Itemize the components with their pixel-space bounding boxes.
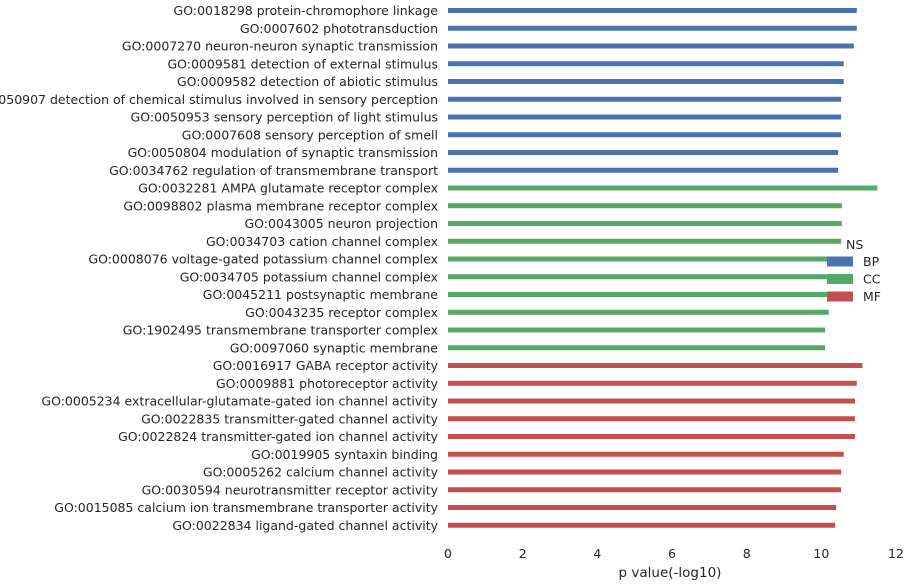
category-label: GO:1902495 transmembrane transporter com… (123, 323, 438, 338)
legend-label: CC (863, 272, 881, 287)
x-tick-label: 6 (668, 546, 676, 561)
bar (448, 487, 842, 493)
bar (448, 203, 842, 209)
category-label: GO:0015085 calcium ion transmembrane tra… (54, 500, 438, 515)
x-tick-label: 4 (593, 546, 601, 561)
bar (448, 292, 842, 297)
x-tick-label: 2 (519, 546, 527, 561)
category-labels: GO:0018298 protein-chromophore linkage GO… (0, 3, 439, 533)
category-label: GO:0016917 GABA receptor activity (213, 358, 439, 373)
bar (448, 238, 842, 244)
x-tick-label: 8 (743, 546, 751, 561)
legend-swatch (827, 291, 853, 302)
bar (448, 150, 839, 155)
category-label: GO:0008076 voltage-gated potassium chann… (88, 252, 438, 267)
category-label: GO:0032281 AMPA glutamate receptor compl… (138, 181, 438, 196)
x-tick-label: 0 (444, 546, 452, 561)
bar (448, 132, 842, 138)
bar (448, 221, 842, 226)
bar (448, 451, 844, 457)
category-label: GO:0050804 modulation of synaptic transm… (128, 145, 438, 160)
category-label: GO:0043235 receptor complex (245, 305, 438, 320)
bar (448, 96, 842, 102)
bar (448, 274, 842, 280)
category-label: GO:0043005 neuron projection (244, 216, 438, 231)
legend-label: BP (863, 254, 880, 269)
category-label: GO:0005262 calcium channel activity (203, 465, 439, 480)
category-label: GO:0034703 cation channel complex (206, 234, 438, 249)
bar (448, 380, 857, 386)
category-label: GO:0098802 plasma membrane receptor comp… (123, 198, 438, 213)
legend-label: MF (863, 289, 881, 304)
category-label: GO:0034705 potassium channel complex (180, 269, 438, 284)
legend-swatch (827, 274, 853, 284)
bar (448, 25, 857, 31)
bar (448, 345, 826, 351)
bar (448, 398, 855, 404)
bar (448, 8, 857, 13)
x-tick-label: 10 (813, 546, 829, 561)
bar (448, 416, 855, 422)
category-label: GO:0009881 photoreceptor activity (216, 376, 439, 391)
x-axis-title: p value(-log10) (619, 565, 722, 581)
category-label: GO:0097060 synaptic membrane (230, 340, 439, 355)
bars-group (448, 8, 878, 528)
category-label: GO:0050907 detection of chemical stimulu… (0, 92, 438, 107)
bar (448, 61, 844, 67)
category-label: GO:0019905 syntaxin binding (251, 447, 438, 462)
category-label: GO:0007602 phototransduction (240, 21, 438, 36)
category-label: GO:0050953 sensory perception of light s… (131, 110, 438, 125)
legend: NS BP CC MF (827, 237, 881, 304)
category-label: GO:0045211 postsynaptic membrane (203, 287, 439, 302)
category-label: GO:0009581 detection of external stimulu… (168, 56, 439, 71)
bar (448, 363, 863, 368)
bar (448, 167, 839, 173)
category-label: GO:0022824 transmitter-gated ion channel… (118, 429, 439, 444)
bar (448, 522, 836, 528)
x-axis-ticks: 0 2 4 6 8 10 12 (444, 546, 904, 561)
bar (448, 256, 842, 262)
category-label: GO:0018298 protein-chromophore linkage (174, 3, 439, 18)
legend-title: NS (846, 237, 863, 252)
bar (448, 327, 826, 333)
category-label: GO:0030594 neurotransmitter receptor act… (142, 482, 439, 497)
bar (448, 434, 855, 439)
bar (448, 185, 878, 191)
bar (448, 114, 842, 120)
bar (448, 505, 837, 510)
legend-swatch (827, 256, 853, 267)
x-tick-label: 12 (888, 546, 904, 561)
bar (448, 309, 829, 315)
category-label: GO:0007270 neuron-neuron synaptic transm… (122, 39, 438, 54)
bar (448, 79, 844, 84)
category-label: GO:0022834 ligand-gated channel activity (172, 518, 438, 533)
category-label: GO:0009582 detection of abiotic stimulus (177, 74, 438, 89)
category-label: GO:0022835 transmitter-gated channel act… (141, 411, 438, 426)
category-label: GO:0007608 sensory perception of smell (182, 127, 438, 142)
bar (448, 43, 854, 49)
bar (448, 469, 842, 475)
category-label: GO:0005234 extracellular-glutamate-gated… (41, 394, 438, 409)
category-label: GO:0034762 regulation of transmembrane t… (109, 163, 438, 178)
